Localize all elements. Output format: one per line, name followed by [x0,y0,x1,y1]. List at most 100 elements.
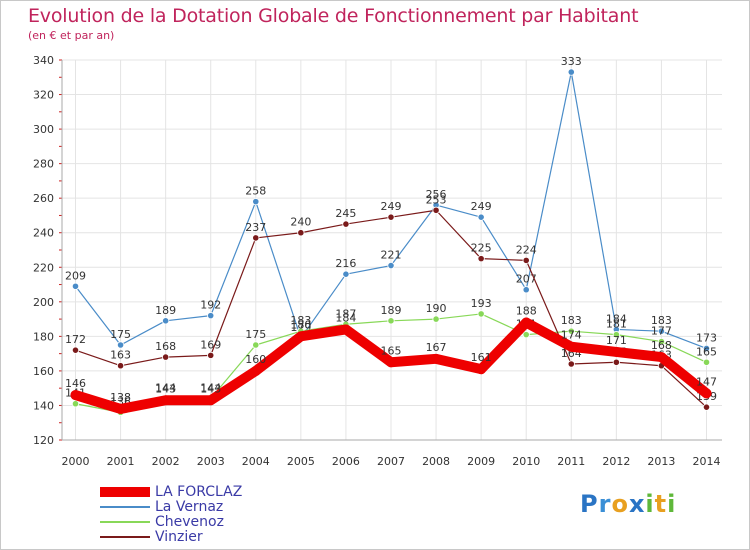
data-label: 189 [381,304,402,317]
data-point [611,346,622,357]
legend-swatch [100,487,150,497]
data-label: 183 [651,314,672,327]
legend-label: LA FORCLAZ [155,484,243,500]
y-tick-label: 120 [33,434,54,447]
data-label: 183 [290,314,311,327]
data-label: 175 [245,328,266,341]
data-point [522,331,530,339]
data-point [71,282,80,290]
data-label: 161 [471,351,492,364]
y-tick-label: 180 [33,330,54,343]
x-tick-label: 2004 [242,455,270,468]
data-point [612,358,620,366]
y-tick-label: 280 [33,158,54,171]
data-label: 171 [606,334,627,347]
x-tick-label: 2002 [152,455,180,468]
data-point [657,327,666,335]
data-point [432,206,440,214]
data-label: 173 [696,331,717,344]
data-point [70,390,81,401]
data-label: 147 [696,375,717,388]
data-label: 144 [155,382,176,395]
data-point [702,403,711,411]
data-label: 184 [335,311,356,324]
legend-label: Chevenoz [155,514,224,530]
data-point [702,358,711,366]
data-point [252,198,260,206]
logo-letter: r [598,490,612,518]
x-tick-label: 2006 [332,455,360,468]
plot-area [62,60,722,440]
data-label: 177 [651,325,672,338]
data-point [612,331,620,339]
data-point [701,388,712,399]
data-point [340,324,351,335]
data-point [115,403,126,414]
data-point [566,341,577,352]
data-point [477,310,485,318]
x-tick-label: 2011 [557,455,585,468]
data-label: 160 [245,353,266,366]
data-point [387,317,395,325]
data-label: 253 [426,193,447,206]
data-point [116,341,125,349]
data-label: 221 [381,249,402,262]
data-point [295,331,306,342]
data-point [160,395,171,406]
data-label: 169 [200,338,221,351]
data-label: 181 [606,318,627,331]
data-label: 183 [561,314,582,327]
data-label: 258 [245,185,266,198]
data-label: 180 [290,318,311,331]
data-point [162,353,170,361]
data-point [702,344,711,353]
data-point [116,362,125,370]
data-point [567,360,575,368]
data-label: 216 [335,257,356,270]
x-tick-label: 2001 [107,455,135,468]
proxiti-logo: Proxiti [580,490,676,518]
legend-label: La Vernaz [155,499,224,515]
data-point [252,234,260,242]
data-point [71,400,80,408]
logo-letter: i [667,490,677,518]
data-label: 189 [155,304,176,317]
data-label: 187 [335,307,356,320]
logo-letter: t [654,490,668,518]
x-tick-label: 2009 [467,455,495,468]
data-point [522,256,530,264]
x-tick-label: 2013 [647,455,675,468]
data-label: 207 [516,273,537,286]
data-label: 209 [65,269,86,282]
x-tick-label: 2003 [197,455,225,468]
data-label: 163 [110,349,131,362]
x-tick-label: 2005 [287,455,315,468]
data-point [207,351,215,359]
data-point [71,346,80,354]
y-tick-label: 340 [33,54,54,67]
y-tick-label: 140 [33,399,54,412]
data-point [207,312,215,320]
data-label: 168 [651,339,672,352]
data-label: 245 [335,207,356,220]
y-tick-label: 300 [33,123,54,136]
legend-item: Chevenoz [100,514,300,530]
data-label: 249 [381,200,402,213]
data-label: 165 [696,345,717,358]
data-label: 225 [471,242,492,255]
data-point [567,68,575,76]
legend-item: La Vernaz [100,499,300,515]
data-point [387,261,395,270]
data-label: 143 [155,382,176,395]
y-tick-label: 160 [33,365,54,378]
data-point [522,286,530,294]
data-point [656,352,667,363]
data-point [342,220,350,228]
data-label: 146 [65,377,86,390]
data-point [521,317,532,328]
data-point [250,365,261,376]
logo-letter: o [611,490,629,518]
legend-item: Vinzier [100,529,300,545]
data-point [342,270,350,278]
